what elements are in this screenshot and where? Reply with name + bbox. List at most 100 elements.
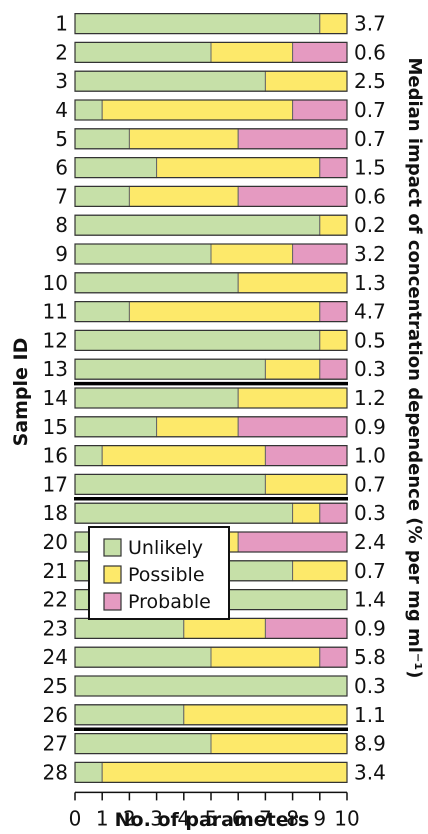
bar-row-17 xyxy=(74,473,348,495)
bar-outline xyxy=(74,157,348,179)
sample-id-label: 28 xyxy=(43,760,68,784)
median-impact-label: 3.2 xyxy=(354,242,386,266)
bar-segment-unlikely xyxy=(74,704,185,726)
bar-outline xyxy=(74,387,348,409)
bar-segment-unlikely xyxy=(74,445,103,467)
bar-segment-unlikely xyxy=(74,358,266,380)
bar-segment-possible xyxy=(319,214,348,236)
bar-row-9 xyxy=(74,243,348,265)
bar-segment-unlikely xyxy=(74,502,294,524)
bar-segment-probable xyxy=(319,301,348,323)
bar-segment-probable xyxy=(264,445,348,467)
median-impact-label: 0.7 xyxy=(354,472,386,496)
bar-segment-possible xyxy=(292,560,348,582)
median-impact-label: 0.7 xyxy=(354,127,386,151)
bar-segment-probable xyxy=(292,243,348,265)
sample-id-label: 23 xyxy=(43,616,68,640)
bar-segment-possible xyxy=(319,329,348,351)
bar-segment-possible xyxy=(210,646,321,668)
x-axis-title: No. of parameters xyxy=(115,809,310,831)
bar-segment-unlikely xyxy=(74,243,212,265)
bar-outline xyxy=(74,473,348,495)
bar-segment-probable xyxy=(292,41,348,63)
bar-row-13 xyxy=(74,358,348,380)
bar-segment-possible xyxy=(264,358,321,380)
bar-segment-unlikely xyxy=(74,617,185,639)
median-impact-label: 5.8 xyxy=(354,645,386,669)
bar-segment-possible xyxy=(237,387,348,409)
bar-segment-probable xyxy=(292,99,348,121)
bar-outline xyxy=(74,761,348,784)
bar-segment-possible xyxy=(156,416,239,438)
bar-segment-possible xyxy=(101,99,294,121)
median-impact-label: 0.2 xyxy=(354,213,386,237)
bar-outline xyxy=(74,13,348,35)
bar-row-16 xyxy=(74,445,348,467)
median-impact-label: 1.4 xyxy=(354,588,386,612)
bar-row-15 xyxy=(74,416,348,438)
x-tick-label: 8 xyxy=(286,806,299,830)
median-impact-label: 4.7 xyxy=(354,300,386,324)
median-impact-label: 1.2 xyxy=(354,386,386,410)
x-tick-label: 5 xyxy=(205,806,218,830)
bar-row-3 xyxy=(74,70,348,92)
sample-id-label: 16 xyxy=(43,444,68,468)
bar-segment-unlikely xyxy=(74,41,212,63)
bar-row-6 xyxy=(74,157,348,179)
bar-outline xyxy=(74,502,348,524)
median-impact-label: 2.5 xyxy=(354,69,386,93)
bar-segment-unlikely xyxy=(74,185,130,207)
sample-id-label: 2 xyxy=(55,40,68,64)
sample-id-label: 9 xyxy=(55,242,68,266)
bar-row-4 xyxy=(74,99,348,121)
sample-id-label: 27 xyxy=(43,732,68,756)
bar-segment-unlikely xyxy=(74,70,266,92)
sample-id-label: 17 xyxy=(43,472,68,496)
median-impact-label: 0.9 xyxy=(354,415,386,439)
bar-segment-possible xyxy=(319,13,348,35)
x-tick-label: 6 xyxy=(232,806,245,830)
sample-id-label: 25 xyxy=(43,674,68,698)
bar-segment-possible xyxy=(264,70,348,92)
median-impact-label: 0.5 xyxy=(354,328,386,352)
median-impact-label: 1.3 xyxy=(354,271,386,295)
bar-segment-unlikely xyxy=(74,646,212,668)
median-impact-label: 0.3 xyxy=(354,501,386,525)
bar-row-10 xyxy=(74,272,348,294)
bar-outline xyxy=(74,41,348,64)
bar-outline xyxy=(74,128,348,150)
sample-id-label: 13 xyxy=(43,357,68,381)
bar-segment-probable xyxy=(237,128,348,150)
bar-segment-probable xyxy=(237,185,348,207)
bar-segment-possible xyxy=(210,733,348,755)
bar-segment-unlikely xyxy=(74,99,103,121)
x-axis: 0 1 2 3 4 5 6 7 8 9 10 xyxy=(69,791,360,830)
x-tick-label: 1 xyxy=(96,806,109,830)
bar-segment-probable xyxy=(237,531,348,553)
bar-segment-possible xyxy=(264,473,348,495)
sample-id-label: 14 xyxy=(43,386,68,410)
sample-id-label: 8 xyxy=(55,213,68,237)
bar-segment-unlikely xyxy=(74,733,212,755)
sample-id-label: 20 xyxy=(43,530,68,554)
bar-row-11 xyxy=(74,301,348,323)
bar-row-14 xyxy=(74,387,348,409)
sample-id-labels: 1234567891011121314151617182021222324252… xyxy=(43,12,68,785)
bar-row-23 xyxy=(74,617,348,640)
bar-segment-unlikely xyxy=(74,128,130,150)
median-impact-label: 0.7 xyxy=(354,559,386,583)
bar-row-2 xyxy=(74,41,348,64)
group-separators xyxy=(74,381,348,731)
sample-id-label: 11 xyxy=(43,300,68,324)
sample-id-label: 18 xyxy=(43,501,68,525)
sample-id-label: 26 xyxy=(43,703,68,727)
bar-segment-possible xyxy=(237,272,348,294)
bar-segment-probable xyxy=(237,416,348,438)
bar-outline xyxy=(74,732,348,755)
median-impact-label: 0.7 xyxy=(354,98,386,122)
bars-layer xyxy=(74,13,348,784)
bar-segment-possible xyxy=(183,704,348,726)
x-tick-label: 3 xyxy=(150,806,163,830)
legend-swatch-possible xyxy=(103,565,122,584)
bar-segment-possible xyxy=(101,761,348,783)
